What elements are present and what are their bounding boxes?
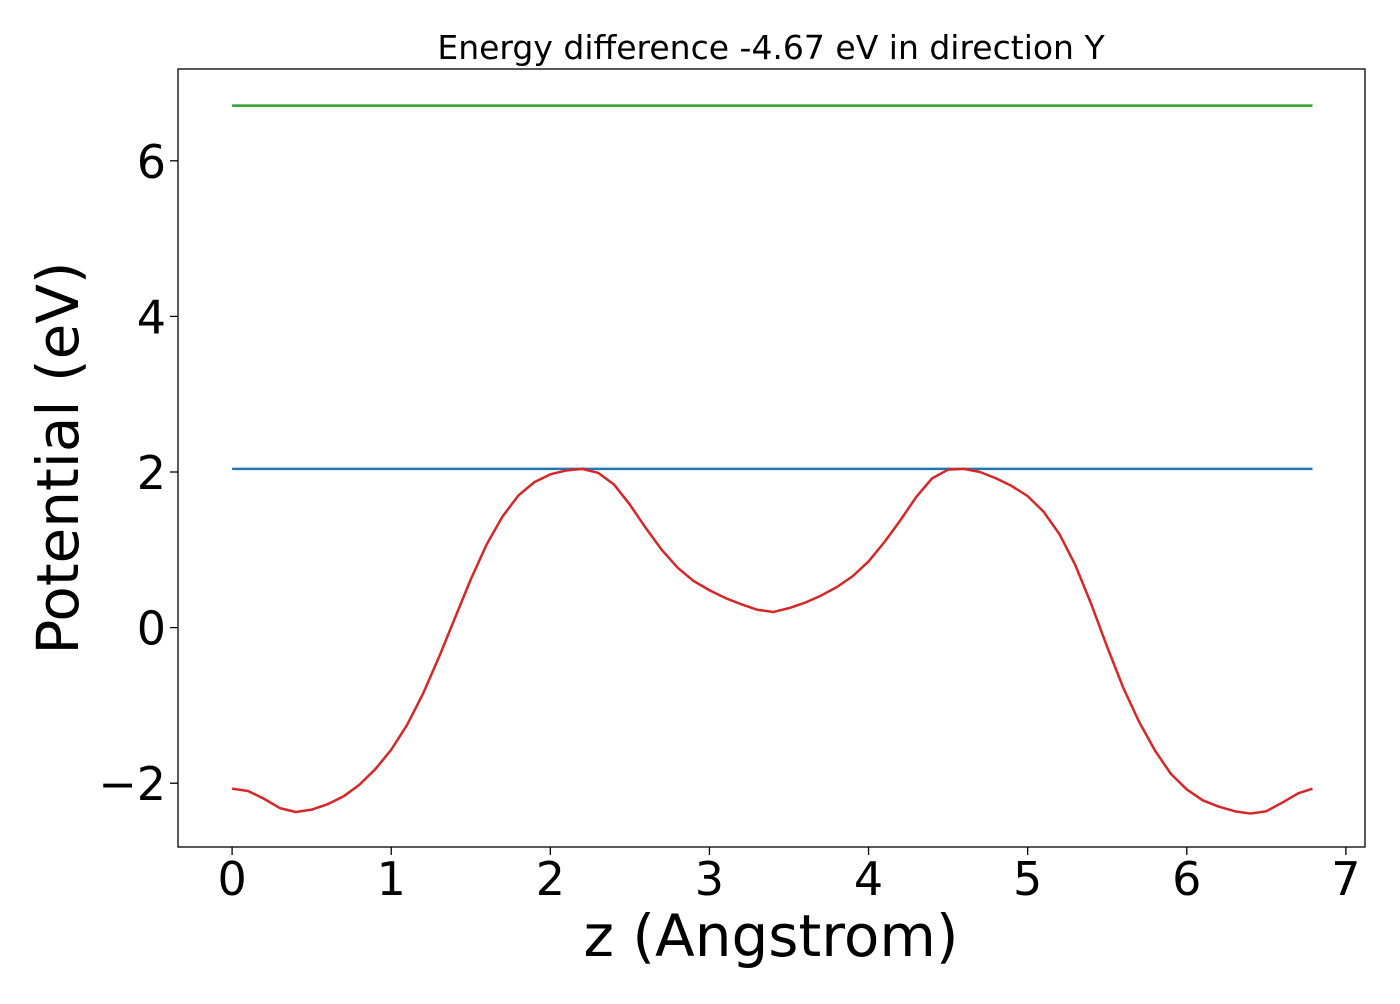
- y-tick-label: 4: [137, 290, 166, 344]
- x-tick-label: 3: [695, 852, 724, 906]
- y-tick-label: 0: [137, 602, 166, 656]
- chart-title: Energy difference -4.67 eV in direction …: [437, 28, 1105, 67]
- x-tick-label: 0: [217, 852, 246, 906]
- x-tick-label: 4: [854, 852, 883, 906]
- x-tick-label: 2: [536, 852, 565, 906]
- x-axis-label: z (Angstrom): [584, 902, 959, 970]
- y-tick-label: 6: [137, 135, 166, 189]
- y-axis: −2 0 2 4 6: [98, 135, 178, 811]
- x-tick-label: 7: [1331, 852, 1360, 906]
- y-tick-label: −2: [98, 757, 166, 811]
- plot-area: [177, 68, 1366, 848]
- series-line-2: [231, 467, 1313, 815]
- series-layer: [231, 104, 1313, 815]
- x-axis: 0 1 2 3 4 5 6 7: [217, 847, 1361, 906]
- x-tick-label: 5: [1013, 852, 1042, 906]
- x-tick-label: 1: [377, 852, 406, 906]
- y-axis-label: Potential (eV): [24, 261, 92, 654]
- y-tick-label: 2: [137, 446, 166, 500]
- plot-frame: [177, 68, 1366, 848]
- x-tick-label: 6: [1172, 852, 1201, 906]
